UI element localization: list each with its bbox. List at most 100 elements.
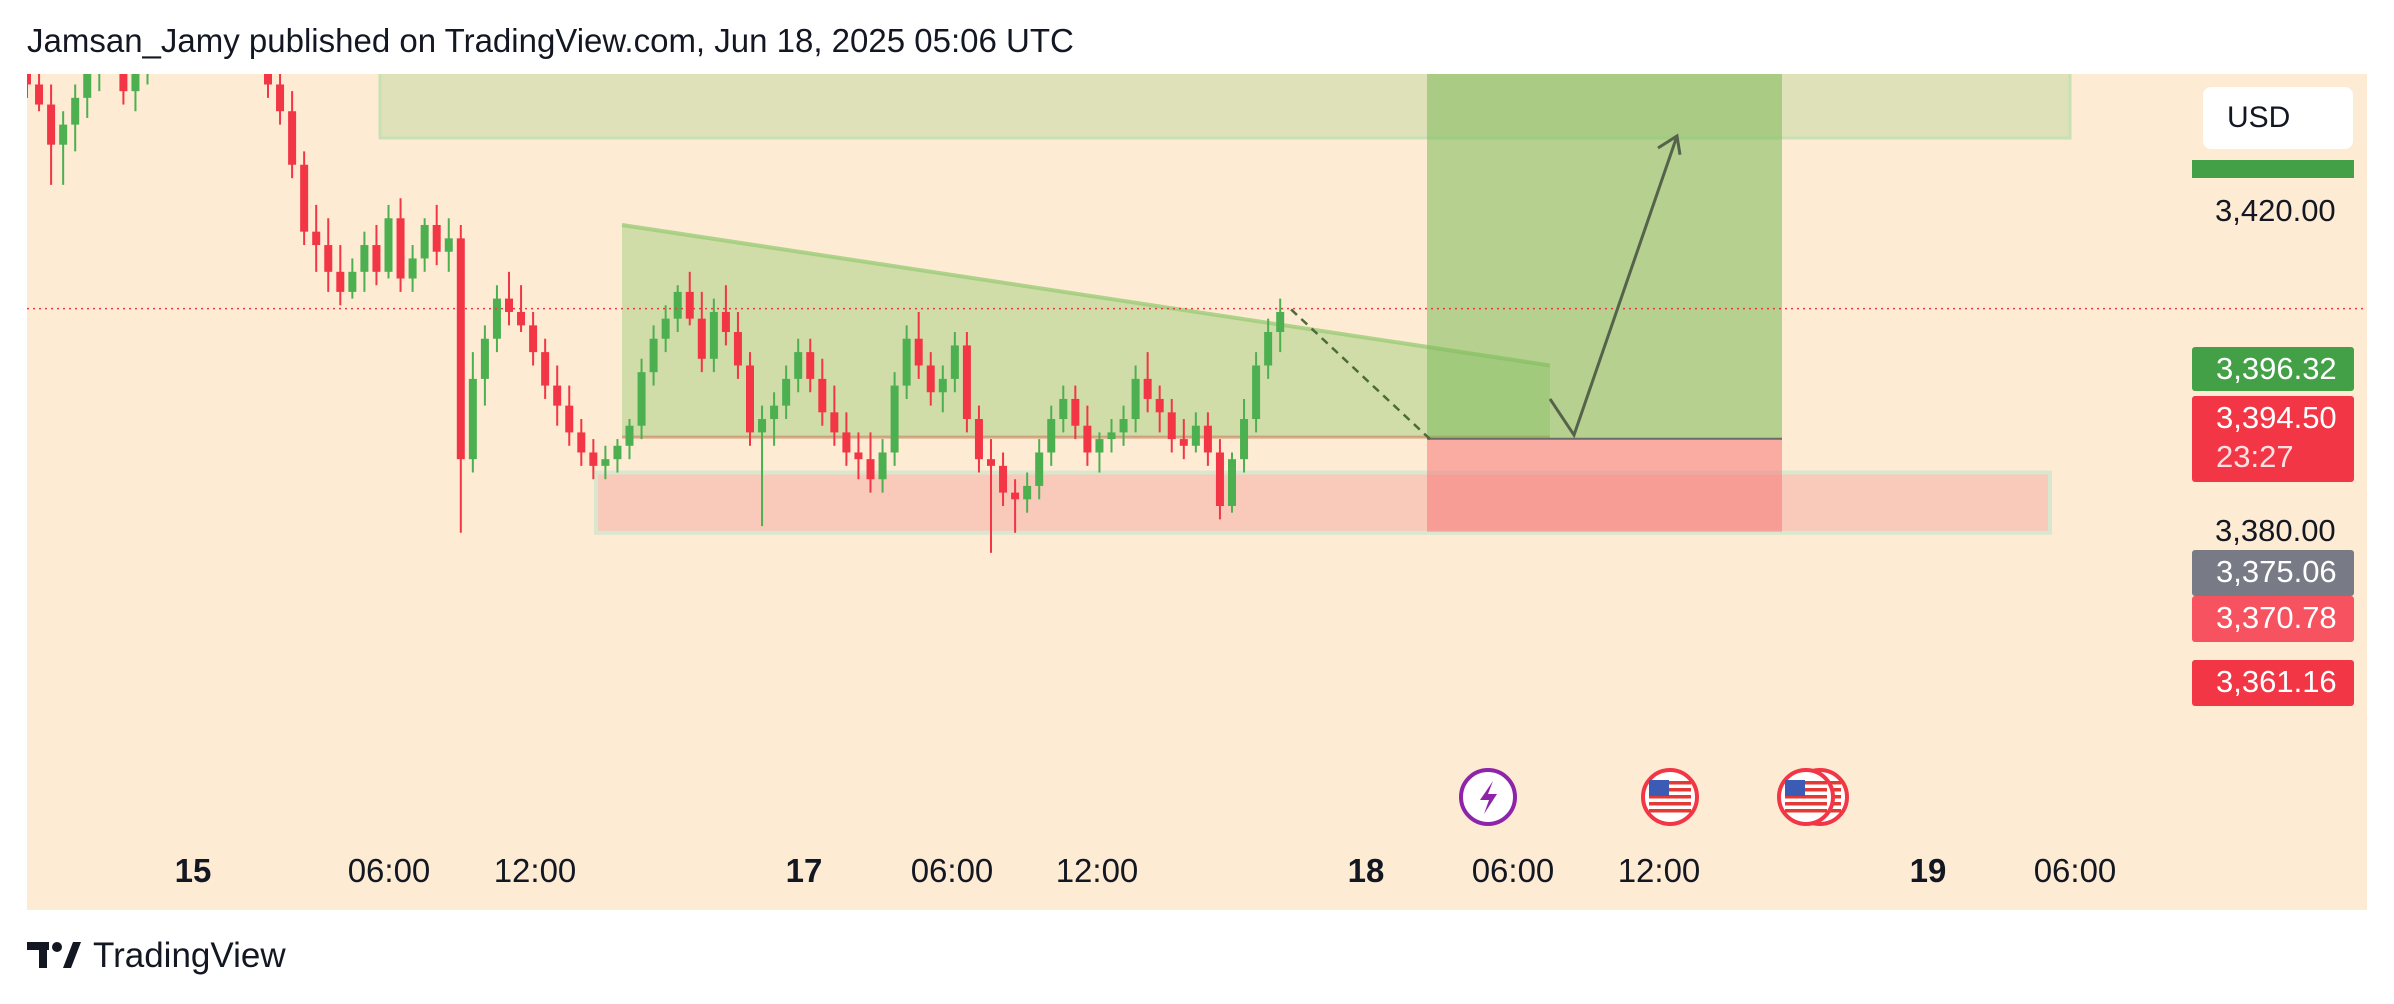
candle-body: [1131, 378, 1140, 420]
price-tag: 3,370.78: [2192, 596, 2354, 642]
time-axis-label: 17: [785, 852, 823, 889]
resistance-zone: [378, 74, 2072, 140]
time-axis-label: 18: [1347, 852, 1385, 889]
candle-body: [926, 365, 935, 393]
candle-body: [637, 372, 646, 426]
candle-body: [1071, 398, 1080, 426]
triangle-pattern: [622, 224, 1550, 438]
candle-body: [27, 74, 31, 85]
flag-canton: [1785, 780, 1805, 796]
candle-body: [1215, 452, 1224, 506]
candle-body: [1264, 332, 1273, 366]
lightning-bolt: [1480, 781, 1497, 814]
price-tag-value: 3,396.32: [2216, 351, 2337, 386]
candle-body: [902, 338, 911, 386]
candle-body: [47, 104, 56, 145]
candle-body: [432, 224, 441, 252]
price-tag: 3,361.16: [2192, 660, 2354, 706]
support-zone: [594, 470, 2052, 535]
price-tag: 3,396.32: [2192, 347, 2354, 391]
projection-arrow-path: [1548, 135, 1679, 439]
price-tag-countdown: 23:27: [2216, 439, 2294, 474]
candle-body: [1228, 459, 1236, 506]
price-tag-value: 3,375.06: [2216, 554, 2337, 589]
candle-body: [842, 432, 851, 453]
projection-arrowhead: [1657, 133, 1682, 155]
candlestick-chart[interactable]: [27, 74, 2367, 910]
flag-stripe: [1785, 781, 1827, 785]
price-tag-value: 3,361.16: [2216, 664, 2337, 699]
candle-body: [770, 405, 779, 420]
candle-body: [1095, 439, 1104, 453]
time-axis-label: 06:00: [910, 852, 994, 889]
candle-body: [806, 352, 815, 379]
footer: TradingView: [27, 936, 286, 976]
candle-body: [276, 84, 285, 112]
candle-body: [577, 432, 586, 453]
triangle-top-line: [621, 223, 1551, 368]
candle-body: [589, 452, 598, 466]
candle-body: [938, 378, 947, 393]
time-axis-label: 12:00: [1055, 852, 1139, 889]
lightning-icon: [1459, 768, 1517, 826]
us-flag-icon: [1777, 768, 1835, 826]
flag-stripe: [1649, 788, 1691, 792]
candle-body: [733, 332, 742, 366]
candle-body: [35, 84, 44, 105]
publish-info: Jamsan_Jamy published on TradingView.com…: [27, 22, 1074, 59]
currency-button[interactable]: USD: [2203, 87, 2353, 149]
candle-body: [1023, 485, 1032, 500]
candle-body: [878, 452, 887, 480]
candle-body: [408, 258, 417, 279]
candle-body: [854, 452, 863, 460]
candle-body: [468, 378, 477, 460]
flag-canton: [1649, 780, 1669, 796]
candle-body: [529, 325, 538, 353]
candle-body: [1191, 425, 1200, 446]
flag-stripe: [1785, 802, 1827, 806]
chart-area[interactable]: [27, 74, 2367, 910]
candle-body: [1047, 419, 1056, 453]
candle-body: [673, 291, 682, 319]
candle-body: [818, 378, 827, 413]
candle-body: [1059, 398, 1068, 420]
flag-stripe: [1649, 809, 1691, 813]
candle-body: [360, 245, 369, 272]
price-axis-label: 3,420.00: [2215, 193, 2336, 228]
candle-body: [1276, 311, 1285, 333]
candle-body: [492, 298, 501, 339]
candle-body: [505, 298, 513, 312]
candle-body: [553, 385, 562, 406]
candle-body: [288, 111, 297, 165]
price-tag-value: 3,370.78: [2216, 600, 2337, 635]
candle-body: [324, 245, 333, 272]
candle-body: [794, 352, 803, 379]
candle-body: [866, 459, 875, 480]
candle-body: [625, 425, 634, 446]
candle-body: [950, 345, 959, 379]
flag-stripe: [1785, 795, 1827, 799]
price-tag: 3,394.50 23:27: [2192, 396, 2354, 482]
price-tag-value: 3,394.50: [2216, 400, 2337, 435]
price-tag-strip: [2192, 160, 2354, 178]
candle-body: [480, 338, 489, 379]
long-position-stop-zone: [1427, 438, 1782, 532]
candle-body: [336, 271, 345, 292]
candle-body: [782, 378, 791, 406]
candle-body: [541, 352, 550, 386]
price-tag: 3,375.06: [2192, 550, 2354, 596]
price-axis-label: 3,380.00: [2215, 513, 2336, 548]
candle-body: [384, 218, 393, 272]
us-flag-icon: [1641, 768, 1699, 826]
candle-body: [1107, 432, 1116, 440]
candle-body: [420, 224, 429, 259]
candle-body: [1167, 412, 1176, 440]
candle-body: [372, 245, 381, 272]
time-axis-label: 19: [1909, 852, 1947, 889]
flag-stripe: [1649, 795, 1691, 799]
candle-body: [1083, 425, 1092, 453]
long-position-profit-zone: [1427, 74, 1782, 439]
candle-body: [974, 419, 983, 460]
candle-body: [71, 97, 80, 125]
flag-stripe: [1649, 781, 1691, 785]
